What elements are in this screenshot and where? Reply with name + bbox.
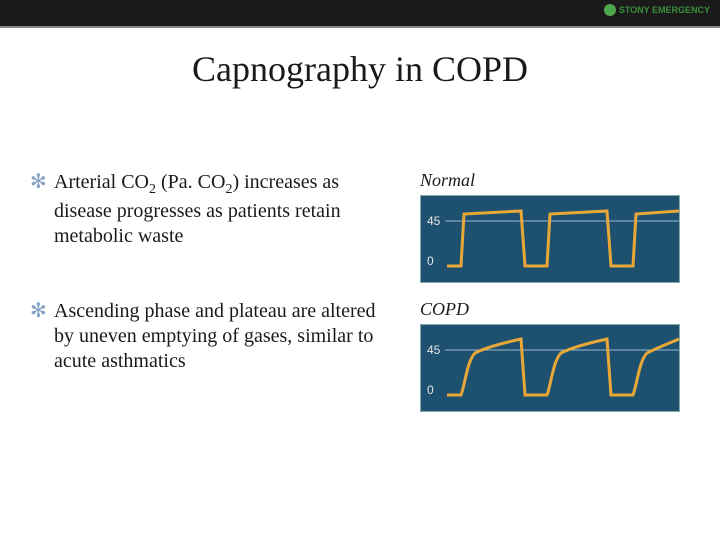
content-area: ✻ Arterial CO2 (Pa. CO2) increases as di… — [30, 170, 690, 428]
charts-column: Normal 45 0 COPD 45 0 — [420, 170, 690, 428]
bullet-icon: ✻ — [30, 299, 54, 323]
bullet-icon: ✻ — [30, 170, 54, 194]
normal-capnogram-chart: 45 0 — [420, 195, 680, 283]
header-band: STONY EMERGENCY — [0, 0, 720, 28]
bullet-text-2: Ascending phase and plateau are altered … — [54, 299, 400, 374]
normal-waveform — [421, 196, 681, 284]
list-item: ✻ Arterial CO2 (Pa. CO2) increases as di… — [30, 170, 400, 249]
copd-capnogram-chart: 45 0 — [420, 324, 680, 412]
waveform-path — [447, 211, 679, 266]
brand-logo: STONY EMERGENCY — [604, 4, 710, 16]
logo-icon — [604, 4, 616, 16]
bullet-text-1: Arterial CO2 (Pa. CO2) increases as dise… — [54, 170, 400, 249]
bullet-list: ✻ Arterial CO2 (Pa. CO2) increases as di… — [30, 170, 400, 428]
chart-label-copd: COPD — [420, 299, 690, 320]
logo-text: STONY EMERGENCY — [619, 5, 710, 15]
list-item: ✻ Ascending phase and plateau are altere… — [30, 299, 400, 374]
waveform-path — [447, 339, 679, 395]
copd-waveform — [421, 325, 681, 413]
chart-label-normal: Normal — [420, 170, 690, 191]
page-title: Capnography in COPD — [0, 48, 720, 90]
